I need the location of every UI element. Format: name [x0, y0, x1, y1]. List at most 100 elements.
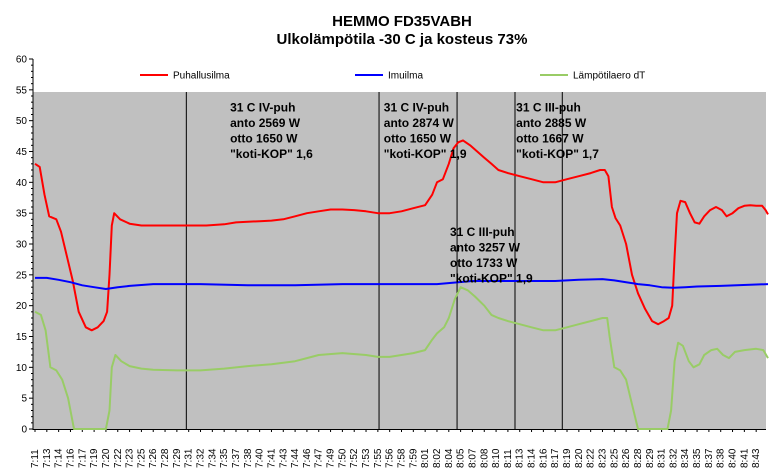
x-tick-label: 8:41 — [739, 448, 750, 468]
x-tick-label: 7:53 — [361, 448, 372, 468]
y-tick-label: 30 — [16, 240, 28, 251]
annotation-3-line-0: 31 C III-puh — [516, 100, 581, 114]
x-tick-label: 7:40 — [255, 448, 266, 468]
x-tick-label: 8:02 — [432, 448, 443, 468]
series-line-1 — [35, 276, 769, 290]
x-tick-label: 8:14 — [527, 448, 538, 468]
series-lines — [34, 139, 769, 430]
chart-title: HEMMO FD35VABH — [332, 13, 472, 30]
x-tick-label: 7:28 — [160, 448, 171, 468]
series-line-0 — [34, 139, 769, 332]
x-tick-label: 8:35 — [692, 448, 703, 468]
x-tick-label: 8:31 — [657, 448, 668, 468]
annotation-0-line-3: "koti-KOP" 1,6 — [230, 147, 313, 161]
x-tick-label: 8:16 — [538, 448, 549, 468]
x-tick-label: 7:50 — [337, 448, 348, 468]
legend-label-2: Lämpötilaero dT — [573, 71, 645, 82]
annotation-1-line-0: 31 C IV-puh — [384, 100, 449, 114]
y-tick-label: 10 — [16, 363, 28, 374]
annotation-0-line-1: anto 2569 W — [230, 116, 301, 130]
x-tick-label: 7:35 — [219, 448, 230, 468]
x-tick-label: 7:32 — [196, 448, 207, 468]
x-tick-label: 8:19 — [562, 448, 573, 468]
x-tick-label: 7:11 — [30, 449, 41, 468]
y-tick-label: 20 — [16, 301, 28, 312]
x-tick-label: 7:31 — [184, 448, 195, 468]
y-tick-label: 35 — [16, 209, 28, 220]
x-tick-label: 7:22 — [113, 448, 124, 468]
plot-background — [33, 92, 766, 429]
x-tick-label: 7:41 — [266, 448, 277, 468]
x-tick-label: 7:29 — [172, 448, 183, 468]
x-tick-label: 7:37 — [231, 448, 242, 468]
x-tick-label: 8:17 — [550, 448, 561, 468]
x-tick-label: 7:26 — [148, 448, 159, 468]
y-axis-ticks: 0 5 10 15 20 25 30 35 40 45 50 55 60 — [16, 55, 33, 436]
annotation-3-line-1: anto 2885 W — [516, 116, 587, 130]
legend: Puhallusilma Imuilma Lämpötilaero dT — [140, 71, 645, 82]
x-tick-label: 7:16 — [65, 448, 76, 468]
x-tick-label: 8:43 — [751, 448, 762, 468]
divider-lines — [185, 92, 563, 429]
annotation-1-line-1: anto 2874 W — [384, 116, 455, 130]
x-tick-label: 8:29 — [645, 448, 656, 468]
x-tick-label: 8:38 — [716, 448, 727, 468]
x-tick-label: 8:10 — [491, 448, 502, 468]
x-tick-label: 8:04 — [444, 448, 455, 468]
x-tick-label: 7:20 — [101, 448, 112, 468]
y-tick-label: 45 — [16, 147, 28, 158]
x-axis-ticks: 7:11 7:13 7:14 7:16 7:17 7:19 7:20 7:22 7:23 7:25… — [30, 429, 762, 468]
x-tick-label: 8:25 — [609, 448, 620, 468]
annotation-1-line-3: "koti-KOP" 1,9 — [384, 147, 467, 161]
annotation-0-line-0: 31 C IV-puh — [230, 100, 295, 114]
legend-label-0: Puhallusilma — [173, 71, 230, 82]
x-tick-label: 7:56 — [385, 448, 396, 468]
x-tick-label: 7:38 — [243, 448, 254, 468]
x-tick-label: 7:23 — [125, 448, 136, 468]
x-tick-label: 8:13 — [515, 448, 526, 468]
x-tick-label: 7:13 — [42, 448, 53, 468]
y-tick-label: 0 — [21, 425, 27, 436]
x-tick-label: 7:58 — [397, 448, 408, 468]
x-tick-label: 7:17 — [77, 448, 88, 468]
x-tick-label: 7:34 — [207, 448, 218, 468]
x-tick-label: 8:40 — [728, 448, 739, 468]
x-tick-label: 8:34 — [680, 448, 691, 468]
x-tick-label: 7:55 — [373, 448, 384, 468]
annotation-2-line-2: otto 1733 W — [450, 256, 518, 270]
x-tick-label: 7:47 — [314, 448, 325, 468]
annotation-1-line-2: otto 1650 W — [384, 131, 452, 145]
y-tick-label: 60 — [16, 55, 28, 66]
legend-label-1: Imuilma — [388, 71, 423, 82]
annotation-3-line-3: "koti-KOP" 1,7 — [516, 147, 599, 161]
annotation-2-line-3: "koti-KOP" 1,9 — [450, 271, 533, 285]
x-tick-label: 8:23 — [597, 448, 608, 468]
x-tick-label: 7:46 — [302, 448, 313, 468]
annotation-2-line-1: anto 3257 W — [450, 240, 521, 254]
chart-subtitle: Ulkolämpötila -30 C ja kosteus 73% — [277, 31, 528, 48]
annotation-0-line-2: otto 1650 W — [230, 131, 298, 145]
x-tick-label: 7:14 — [54, 448, 65, 468]
x-tick-label: 8:28 — [633, 448, 644, 468]
y-tick-label: 25 — [16, 270, 28, 281]
x-tick-label: 7:49 — [326, 448, 337, 468]
x-tick-label: 7:59 — [408, 448, 419, 468]
x-tick-label: 7:19 — [89, 448, 100, 468]
y-tick-label: 55 — [16, 85, 28, 96]
x-tick-label: 7:52 — [349, 448, 360, 468]
x-tick-label: 8:08 — [479, 448, 490, 468]
x-tick-label: 7:25 — [136, 448, 147, 468]
x-tick-label: 7:43 — [278, 448, 289, 468]
y-tick-label: 40 — [16, 178, 28, 189]
x-tick-label: 8:37 — [704, 448, 715, 468]
x-tick-label: 8:22 — [586, 448, 597, 468]
annotation-2-line-0: 31 C III-puh — [450, 225, 515, 239]
annotation-3-line-2: otto 1667 W — [516, 131, 584, 145]
x-tick-label: 7:44 — [290, 448, 301, 468]
x-tick-label: 8:11 — [503, 449, 514, 468]
x-tick-label: 8:26 — [621, 448, 632, 468]
x-tick-label: 8:01 — [420, 448, 431, 468]
x-tick-label: 8:32 — [668, 448, 679, 468]
y-tick-label: 15 — [16, 332, 28, 343]
